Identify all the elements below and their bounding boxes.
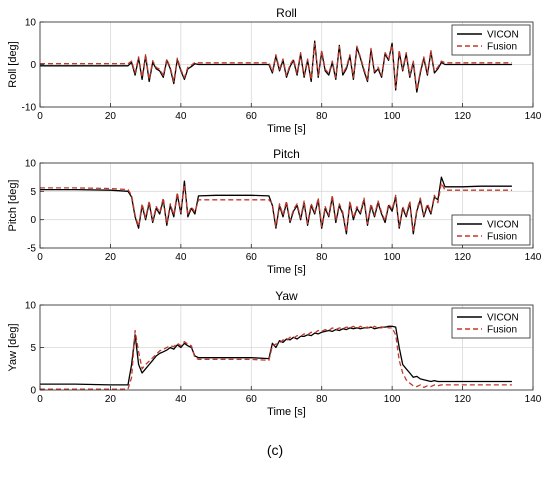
yaw-chart: 0 20 40 60 80 100 120 140 0 5 10 Yaw Time [s] Yaw [de… <box>7 289 542 418</box>
x-tick-label: 60 <box>246 252 258 263</box>
y-tick-label: 5 <box>30 343 36 354</box>
x-axis-label: Time [s] <box>267 123 306 135</box>
x-tick-label: 0 <box>37 394 43 405</box>
y-tick-label: -5 <box>27 244 36 255</box>
legend-label-vicon: VICON <box>487 220 519 231</box>
x-axis-label: Time [s] <box>267 406 306 418</box>
y-tick-label: 5 <box>30 187 36 198</box>
legend-box <box>451 307 531 339</box>
y-axis-label: Roll [deg] <box>7 41 19 87</box>
x-tick-label: 120 <box>454 252 471 263</box>
y-tick-label: 10 <box>25 301 37 312</box>
chart-title: Pitch <box>273 147 300 161</box>
series-line-fusion <box>40 325 512 390</box>
legend-label-fusion: Fusion <box>487 325 517 336</box>
x-tick-label: 20 <box>105 111 117 122</box>
series-line-fusion <box>40 182 512 233</box>
x-tick-label: 100 <box>384 252 401 263</box>
y-tick-label: 0 <box>30 60 36 71</box>
x-tick-label: 80 <box>316 252 328 263</box>
x-axis-label: Time [s] <box>267 264 306 276</box>
x-tick-label: 120 <box>454 394 471 405</box>
x-tick-label: 100 <box>384 394 401 405</box>
legend-label-vicon: VICON <box>487 313 519 324</box>
x-tick-label: 80 <box>316 111 328 122</box>
legend-label-vicon: VICON <box>487 30 519 41</box>
y-tick-label: 10 <box>25 159 37 170</box>
x-tick-label: 40 <box>175 394 187 405</box>
legend-label-fusion: Fusion <box>487 42 517 53</box>
y-axis-label: Yaw [deg] <box>7 323 19 371</box>
y-tick-label: 0 <box>30 215 36 226</box>
y-axis-label: Pitch [deg] <box>7 180 19 232</box>
x-tick-label: 100 <box>384 111 401 122</box>
series-line-fusion <box>40 42 512 91</box>
y-tick-label: -10 <box>22 103 37 114</box>
x-tick-label: 140 <box>525 111 542 122</box>
series-line-vicon <box>40 325 512 386</box>
figure-caption: (c) <box>267 442 283 458</box>
x-tick-label: 40 <box>175 111 187 122</box>
x-tick-label: 140 <box>525 394 542 405</box>
x-tick-label: 120 <box>454 111 471 122</box>
axes-box <box>39 162 534 249</box>
legend-label-fusion: Fusion <box>487 232 517 243</box>
chart-title: Yaw <box>275 289 298 303</box>
chart-title: Roll <box>276 6 297 20</box>
x-tick-label: 0 <box>37 111 43 122</box>
legend-box <box>451 24 531 56</box>
x-tick-label: 80 <box>316 394 328 405</box>
x-tick-label: 60 <box>246 111 258 122</box>
x-tick-label: 140 <box>525 252 542 263</box>
y-tick-label: 10 <box>25 18 37 29</box>
legend-box <box>451 214 531 246</box>
x-tick-label: 60 <box>246 394 258 405</box>
x-tick-label: 20 <box>105 252 117 263</box>
x-tick-label: 40 <box>175 252 187 263</box>
y-tick-label: 0 <box>30 386 36 397</box>
x-tick-label: 0 <box>37 252 43 263</box>
x-tick-label: 20 <box>105 394 117 405</box>
